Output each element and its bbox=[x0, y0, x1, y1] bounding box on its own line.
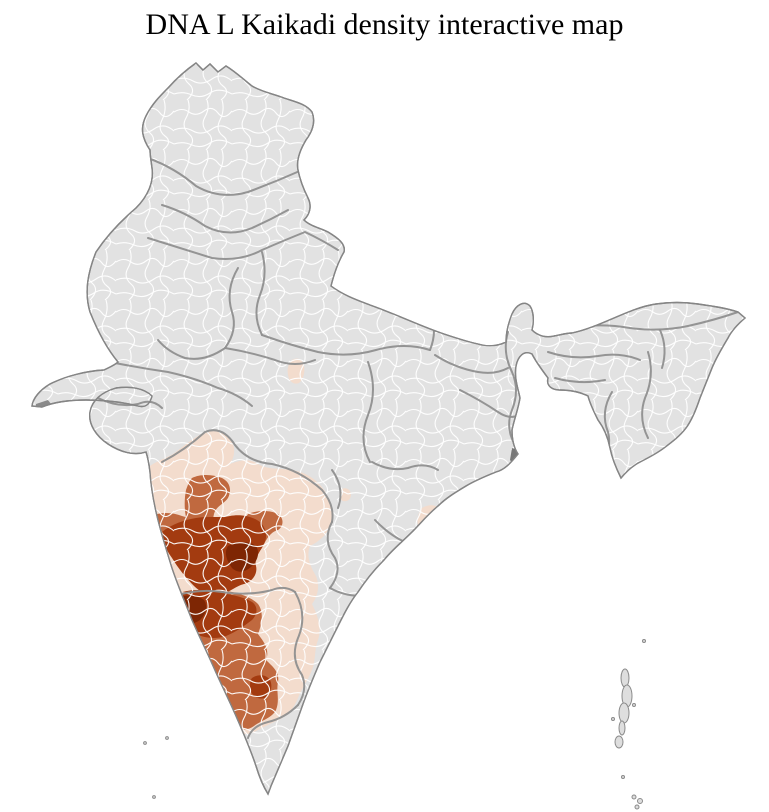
andaman-nicobar-islands bbox=[611, 639, 646, 810]
map-title: DNA L Kaikadi density interactive map bbox=[145, 8, 624, 41]
district-boundaries-overlay bbox=[32, 63, 745, 794]
lakshadweep-islands bbox=[143, 736, 169, 799]
sundarbans-delta-patch bbox=[510, 448, 534, 474]
